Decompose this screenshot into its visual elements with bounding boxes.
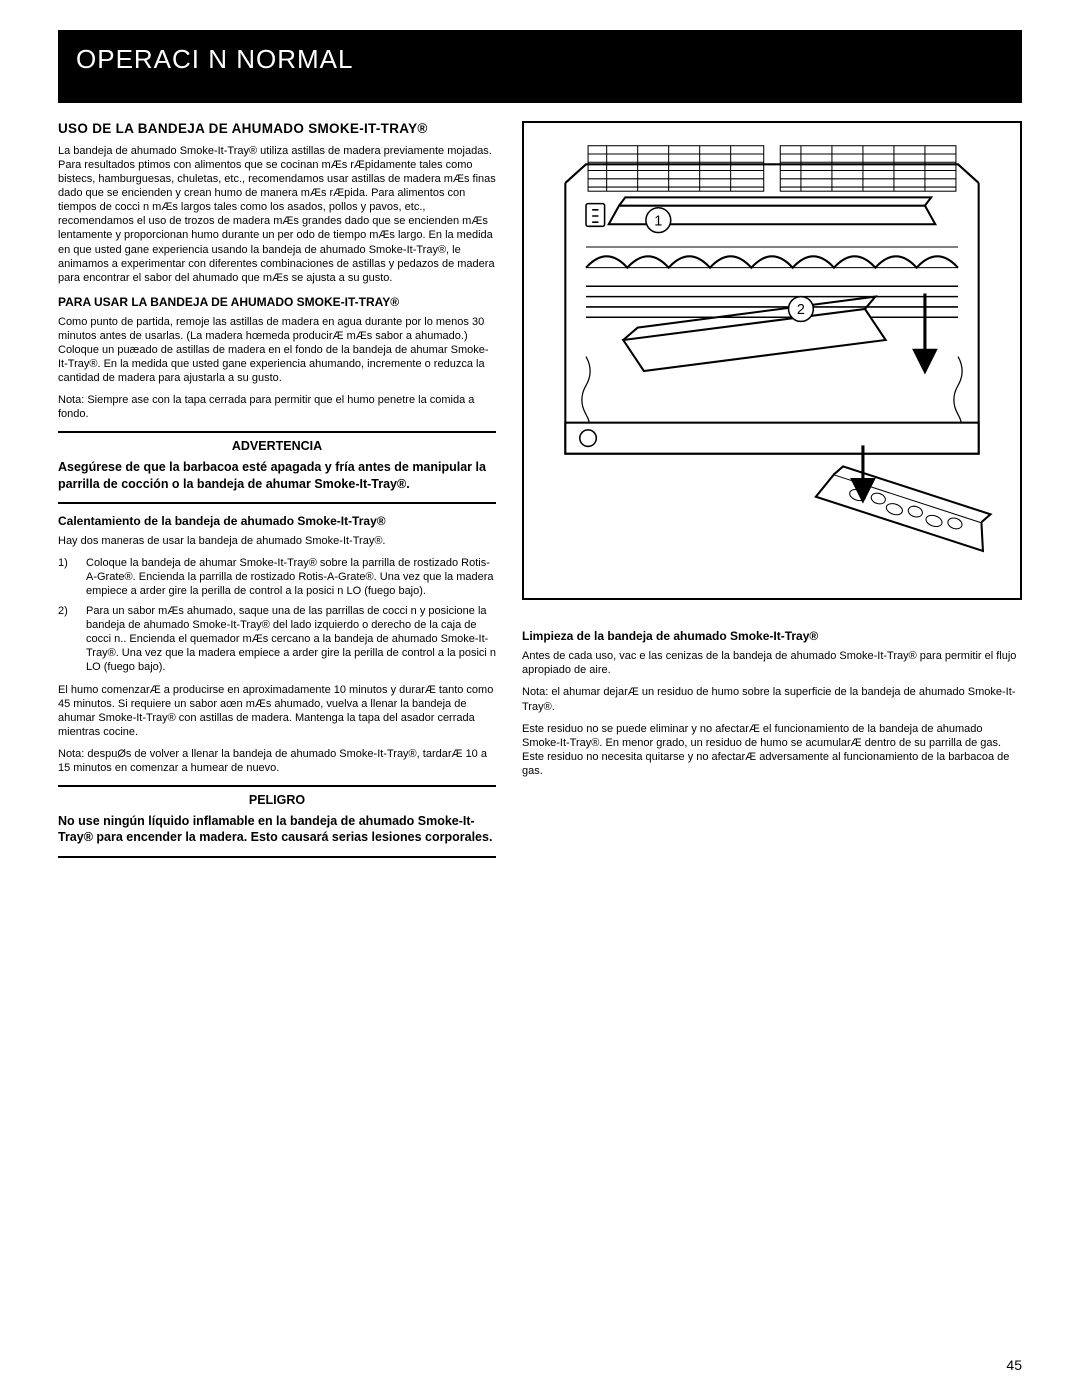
list-item: 1) Coloque la bandeja de ahumar Smoke-It… (58, 556, 496, 598)
step-text: Coloque la bandeja de ahumar Smoke-It-Tr… (86, 556, 496, 598)
step-number: 2) (58, 604, 86, 674)
divider (58, 502, 496, 504)
page-title: OPERACI N NORMAL (76, 44, 354, 74)
nota-1: Nota: Siempre ase con la tapa cerrada pa… (58, 393, 496, 421)
para-para-usar: Como punto de partida, remoje las astill… (58, 315, 496, 385)
content-columns: USO DE LA BANDEJA DE AHUMADO SMOKE-IT-TR… (58, 121, 1022, 864)
step-text: Para un sabor mÆs ahumado, saque una de … (86, 604, 496, 674)
diagram-marker-2: 2 (797, 302, 805, 318)
steps-list: 1) Coloque la bandeja de ahumar Smoke-It… (58, 556, 496, 675)
peligro-heading: PELIGRO (58, 793, 496, 807)
para-cal-intro: Hay dos maneras de usar la bandeja de ah… (58, 534, 496, 548)
heading-uso: USO DE LA BANDEJA DE AHUMADO SMOKE-IT-TR… (58, 121, 496, 136)
heading-calentamiento: Calentamiento de la bandeja de ahumado S… (58, 514, 496, 528)
para-limp-3: Este residuo no se puede eliminar y no a… (522, 722, 1022, 778)
nota-2: Nota: despuØs de volver a llenar la band… (58, 747, 496, 775)
grill-diagram: 1 2 (522, 121, 1022, 600)
page-number: 45 (1006, 1357, 1022, 1373)
left-column: USO DE LA BANDEJA DE AHUMADO SMOKE-IT-TR… (58, 121, 496, 864)
divider (58, 856, 496, 858)
para-uso: La bandeja de ahumado Smoke-It-Tray® uti… (58, 144, 496, 285)
list-item: 2) Para un sabor mÆs ahumado, saque una … (58, 604, 496, 674)
right-column: 1 2 (522, 121, 1022, 864)
peligro-body: No use ningún líquido inflamable en la b… (58, 813, 496, 846)
diagram-marker-1: 1 (654, 213, 662, 229)
advertencia-heading: ADVERTENCIA (58, 439, 496, 453)
para-limp-2: Nota: el ahumar dejarÆ un residuo de hum… (522, 685, 1022, 713)
page-title-bar: OPERACI N NORMAL (58, 30, 1022, 103)
para-limp-1: Antes de cada uso, vac e las cenizas de … (522, 649, 1022, 677)
heading-para-usar: PARA USAR LA BANDEJA DE AHUMADO SMOKE-IT… (58, 295, 496, 309)
step-number: 1) (58, 556, 86, 598)
heading-limpieza: Limpieza de la bandeja de ahumado Smoke-… (522, 629, 1022, 643)
advertencia-body: Asegúrese de que la barbacoa esté apagad… (58, 459, 496, 492)
divider (58, 785, 496, 787)
divider (58, 431, 496, 433)
para-humo: El humo comenzarÆ a producirse en aproxi… (58, 683, 496, 739)
